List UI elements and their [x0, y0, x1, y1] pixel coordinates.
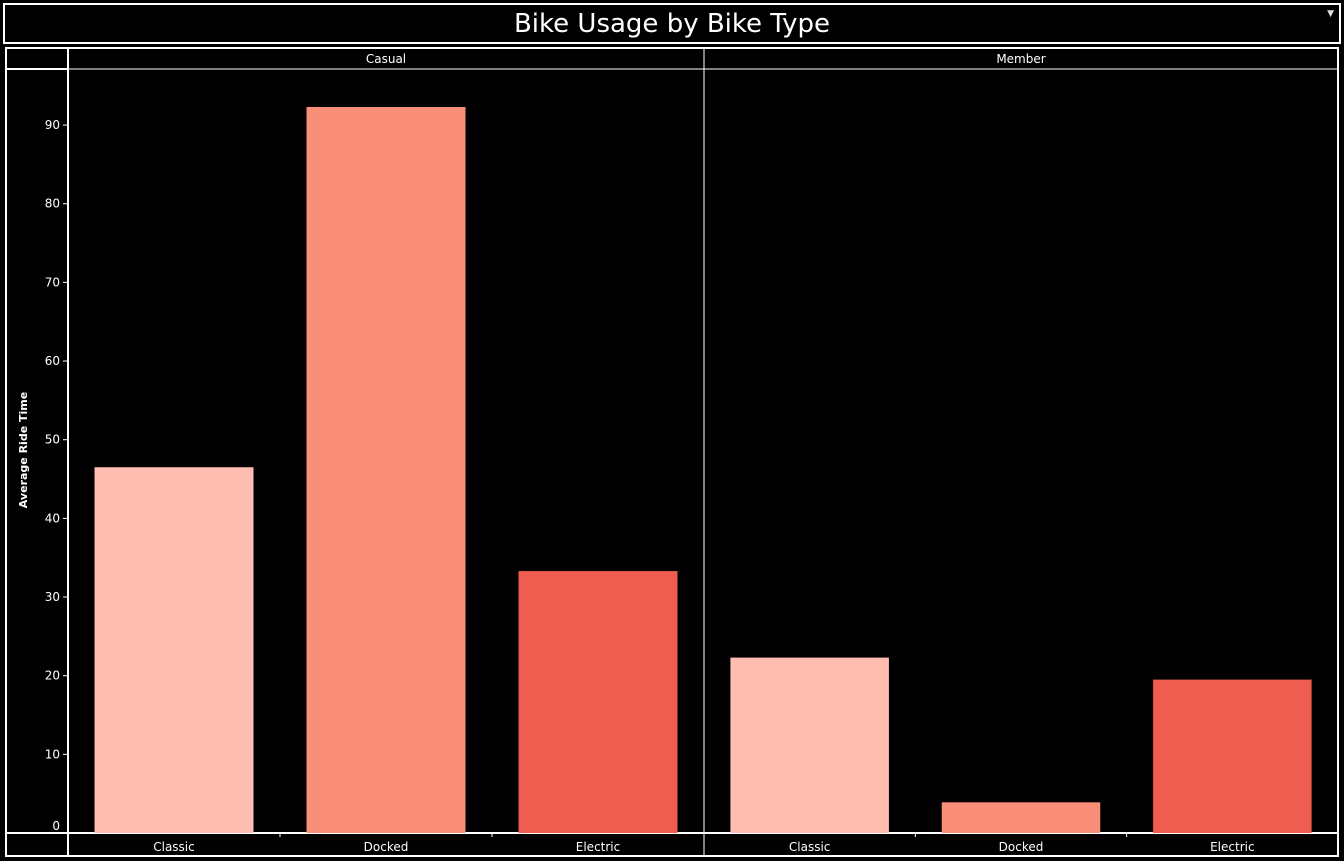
bar-member-classic [730, 657, 889, 833]
y-tick-label: 30 [45, 590, 60, 604]
chart-frame [5, 47, 1339, 857]
x-tick-label: Electric [576, 840, 620, 854]
y-axis-label: Average Ride Time [17, 392, 30, 508]
x-tick-label: Docked [364, 840, 409, 854]
bar-member-electric [1153, 679, 1312, 833]
title-menu-icon[interactable]: ▼ [1327, 9, 1334, 19]
chart-title: Bike Usage by Bike Type [513, 8, 831, 39]
x-tick-label: Electric [1210, 840, 1254, 854]
x-tick-label: Classic [789, 840, 831, 854]
bar-casual-electric [518, 571, 678, 833]
y-tick-label: 40 [45, 511, 60, 525]
panel-header-member: Member [996, 52, 1045, 66]
bar-member-docked [941, 802, 1101, 833]
x-tick-label: Classic [153, 840, 195, 854]
y-tick-label: 20 [45, 669, 60, 683]
y-tick-label: 80 [45, 197, 60, 211]
bar-casual-classic [94, 467, 254, 833]
panel-header-casual: Casual [366, 52, 406, 66]
y-tick-label: 60 [45, 354, 60, 368]
x-tick-label: Docked [999, 840, 1044, 854]
y-tick-label: 70 [45, 275, 60, 289]
y-tick-label: 90 [45, 118, 60, 132]
bar-casual-docked [306, 106, 466, 834]
y-tick-label: 0 [52, 819, 60, 833]
y-tick-label: 50 [45, 433, 60, 447]
y-tick-label: 10 [45, 747, 60, 761]
title-box: Bike Usage by Bike Type ▼ [3, 3, 1341, 44]
